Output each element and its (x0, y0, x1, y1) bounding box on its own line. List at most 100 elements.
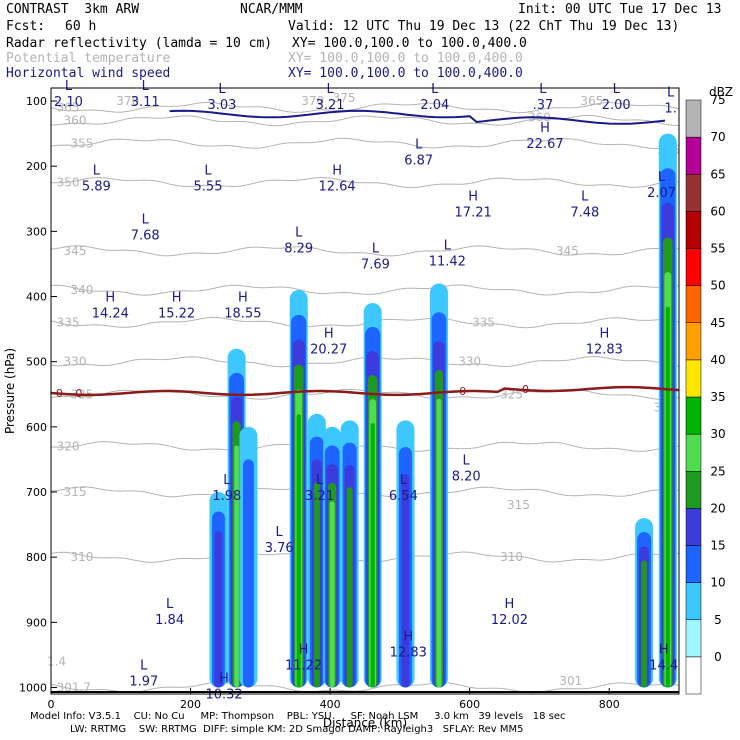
wind-extremum-symbol: L (276, 525, 284, 540)
wind-extremum-symbol: L (431, 82, 439, 97)
colorbar-label: 60 (710, 204, 725, 218)
zero-isotherm (50, 385, 680, 397)
colorbar-swatch (685, 656, 702, 695)
theta-contour-label: 1.4 (47, 654, 66, 668)
y-tick-label: 1000 (19, 681, 47, 694)
wind-extremum-symbol: L (142, 79, 150, 94)
org-label: NCAR/MMM (240, 2, 303, 17)
reflectivity-cell (329, 501, 335, 688)
wind-extremum-value: 18.55 (224, 307, 261, 322)
wind-extremum-value: 5.55 (194, 179, 223, 194)
wind-extremum-value: 1. (664, 101, 676, 116)
y-tick-label: 100 (26, 95, 47, 108)
colorbar-swatch (685, 508, 702, 546)
theta-contour-label: 365 (580, 94, 603, 108)
theta-contour-label: 375 (333, 91, 356, 105)
colorbar-swatch (685, 396, 702, 435)
wind-extremum-symbol: L (372, 242, 380, 257)
wind-extremum-value: 20.27 (310, 342, 347, 357)
colorbar-swatch (685, 174, 702, 212)
wind-extremum-value: 1.84 (155, 613, 184, 628)
wind-extremum-symbol: L (463, 453, 471, 468)
zero-isotherm-label: 0 (459, 385, 466, 398)
theta-contour-label: 335 (472, 316, 495, 330)
colorbar-label: 55 (710, 242, 725, 256)
wind-extremum-symbol: L (295, 225, 303, 240)
reflectivity-cell (436, 398, 442, 688)
colorbar-label: 5 (714, 613, 722, 627)
colorbar-swatch (685, 359, 702, 398)
wind-extremum-symbol: L (539, 82, 547, 97)
colorbar-label: 25 (710, 464, 725, 478)
wind-extremum-value: 14.24 (92, 307, 129, 322)
init-time: Init: 00 UTC Tue 17 Dec 13 (518, 2, 722, 17)
wind-extremum-symbol: H (238, 291, 248, 306)
wind-extremum-symbol: H (468, 190, 478, 205)
theta-contour-365 (50, 101, 680, 114)
field-reflectivity-xy: XY= 100.0,100.0 to 100.0,400.0 (292, 36, 527, 51)
wind-extremum-value: 7.68 (131, 228, 160, 243)
theta-contour-label: 330 (458, 355, 481, 369)
y-tick-label: 700 (26, 486, 47, 499)
wind-extremum-symbol: L (581, 190, 589, 205)
wind-contour (169, 109, 666, 125)
wind-extremum-value: 8.29 (284, 241, 313, 256)
theta-contour-label: 301 (559, 674, 582, 688)
wind-extremum-value: 1.97 (129, 675, 158, 690)
reflectivity-cell (313, 482, 320, 688)
theta-contour-label: 315 (64, 485, 87, 499)
x-tick-label: 400 (320, 698, 341, 711)
wind-extremum-value: 7.48 (570, 206, 599, 221)
y-tick-label: 200 (26, 160, 47, 173)
wind-extremum-value: 2.04 (420, 98, 449, 113)
colorbar-swatch (685, 582, 702, 620)
reflectivity-cell (214, 531, 223, 688)
theta-contour-label: 345 (556, 244, 579, 258)
wind-extremum-symbol: H (219, 672, 229, 687)
colorbar-swatch (685, 545, 702, 583)
theta-contour-label: 320 (57, 439, 80, 453)
plot-frame (50, 87, 680, 695)
x-axis-label: Distance (km) (323, 716, 407, 730)
reflectivity-cell (641, 560, 648, 688)
colorbar-label: 75 (710, 93, 725, 107)
wind-extremum-value: 2.07 (647, 186, 676, 201)
field-reflectivity: Radar reflectivity (lamda = 10 cm) (6, 36, 273, 51)
field-wind-xy: XY= 100.0,100.0 to 100.0,400.0 (288, 66, 523, 81)
fcst-value: 60 h (65, 19, 97, 34)
reflectivity-cell (296, 414, 301, 688)
theta-contour-360 (50, 114, 680, 127)
theta-contour-355 (50, 137, 680, 150)
theta-contour-label: 355 (71, 136, 94, 150)
reflectivity-cell (370, 423, 375, 688)
wind-extremum-symbol: L (223, 473, 231, 488)
zero-isotherm-label: 0 (75, 387, 82, 400)
wind-extremum-symbol: H (332, 163, 342, 178)
x-tick-label: 200 (180, 698, 201, 711)
colorbar-label: 30 (710, 427, 725, 441)
zero-isotherm-label: 0 (56, 387, 63, 400)
wind-extremum-symbol: L (65, 79, 73, 94)
wind-extremum-symbol: H (299, 642, 309, 657)
colorbar-label: 40 (710, 353, 725, 367)
wind-extremum-value: .37 (533, 98, 554, 113)
theta-contour-label: 370 (301, 94, 324, 108)
colorbar-label: 35 (710, 390, 725, 404)
wind-extremum-symbol: H (599, 326, 609, 341)
theta-contour-label: 330 (64, 355, 87, 369)
wind-extremum-symbol: H (105, 291, 115, 306)
wind-extremum-symbol: L (218, 82, 226, 97)
reflectivity-cell (401, 473, 410, 688)
theta-contour-label: 301.7 (57, 680, 91, 694)
wind-extremum-value: 2.00 (602, 98, 631, 113)
theta-contour-340 (50, 284, 680, 296)
zero-isotherm-label: 0 (522, 383, 529, 396)
theta-contour-301.7 (50, 681, 680, 694)
theta-contour-label: 315 (507, 498, 530, 512)
y-tick-label: 500 (26, 356, 47, 369)
colorbar-swatch (685, 322, 702, 361)
theta-contour-label: 360 (64, 114, 87, 128)
wind-extremum-value: 2.10 (54, 95, 83, 110)
wind-extremum-value: 17.21 (455, 206, 492, 221)
wind-extremum-symbol: L (93, 163, 101, 178)
